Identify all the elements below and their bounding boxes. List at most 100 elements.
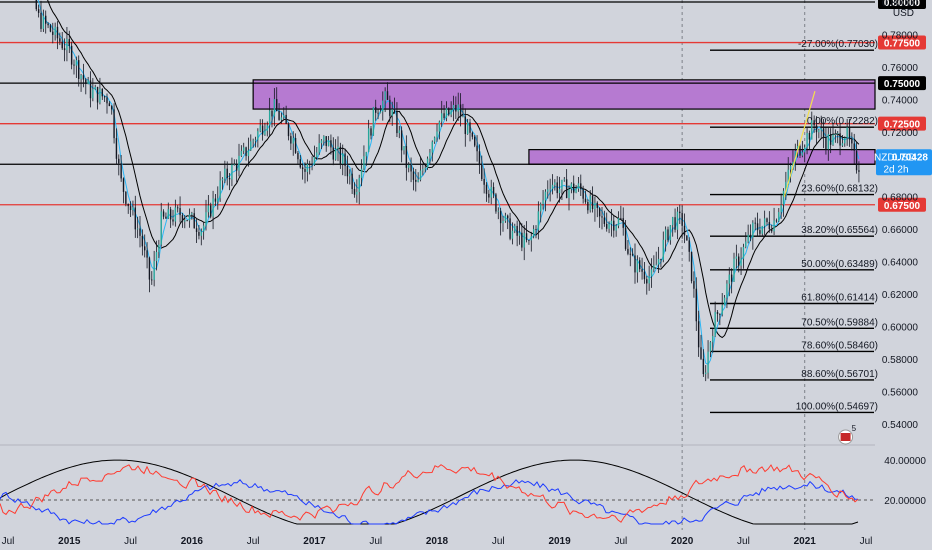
candle-body bbox=[200, 231, 202, 236]
candle-body bbox=[75, 60, 78, 66]
candle-body bbox=[525, 233, 528, 241]
candle-body bbox=[789, 165, 792, 170]
candle-body bbox=[224, 168, 226, 179]
candle bbox=[268, 97, 271, 137]
candle bbox=[528, 239, 530, 245]
candle-body bbox=[846, 127, 848, 138]
level-price-tag bbox=[878, 116, 926, 131]
candle-body bbox=[773, 220, 775, 232]
candle bbox=[714, 301, 716, 337]
candle-body bbox=[492, 186, 495, 195]
candle-body bbox=[360, 168, 363, 178]
candle-body bbox=[177, 207, 179, 209]
price-tick-label: 0.66000 bbox=[882, 225, 919, 236]
candle-body bbox=[672, 217, 674, 226]
candle bbox=[52, 22, 54, 44]
candle bbox=[415, 169, 417, 192]
candle bbox=[309, 160, 311, 175]
price-axis: 0.800000.775000.750000.725000.700000.675… bbox=[874, 0, 932, 431]
candle bbox=[554, 179, 556, 191]
candle-body bbox=[688, 240, 690, 252]
candle-body bbox=[290, 136, 292, 144]
candle bbox=[650, 258, 653, 288]
candle bbox=[763, 210, 766, 236]
candle-body bbox=[532, 229, 535, 237]
candle-body bbox=[250, 141, 252, 151]
candle-body bbox=[311, 164, 313, 166]
candle-body bbox=[540, 204, 542, 212]
candle-body bbox=[792, 161, 794, 166]
candle bbox=[780, 193, 782, 219]
candle-body bbox=[643, 271, 646, 280]
fib-label: 0.00%(0.72282) bbox=[807, 116, 878, 127]
candle bbox=[240, 145, 243, 157]
candle bbox=[445, 101, 448, 122]
fib-label: 100.00%(0.54697) bbox=[796, 401, 878, 412]
time-tick-label: 2019 bbox=[548, 536, 571, 547]
candle-body bbox=[257, 131, 259, 140]
candle-body bbox=[299, 159, 301, 168]
candle-body bbox=[858, 170, 860, 172]
candle-body bbox=[462, 116, 464, 118]
candle-body bbox=[471, 132, 474, 137]
candle bbox=[441, 100, 443, 127]
candle-body bbox=[162, 211, 165, 217]
candle-body bbox=[122, 178, 125, 192]
candle-body bbox=[313, 156, 316, 165]
candle bbox=[464, 108, 466, 147]
candle bbox=[634, 243, 636, 284]
candle-body bbox=[320, 140, 323, 144]
candle bbox=[728, 267, 730, 297]
candle bbox=[719, 313, 721, 326]
candle-body bbox=[733, 258, 735, 282]
fib-label: 78.60%(0.58460) bbox=[801, 340, 878, 351]
candle bbox=[358, 174, 360, 205]
candle bbox=[742, 243, 745, 269]
candle-body bbox=[191, 213, 193, 215]
candle-body bbox=[252, 140, 254, 142]
candle bbox=[422, 163, 424, 176]
candle-body bbox=[568, 189, 570, 198]
candle bbox=[276, 87, 278, 112]
candle-body bbox=[509, 218, 511, 239]
candle-body bbox=[370, 128, 372, 136]
candle-body bbox=[417, 179, 419, 182]
candle bbox=[332, 137, 334, 166]
candle-body bbox=[801, 152, 804, 156]
candle bbox=[391, 101, 393, 126]
candle-body bbox=[518, 232, 521, 236]
candle bbox=[664, 226, 667, 252]
candle bbox=[808, 130, 811, 150]
candle bbox=[643, 261, 646, 284]
candle-body bbox=[813, 120, 815, 126]
candle-body bbox=[778, 212, 780, 222]
candle bbox=[210, 202, 212, 219]
candle-body bbox=[68, 39, 70, 46]
candle-body bbox=[198, 231, 200, 236]
candle bbox=[356, 179, 358, 203]
candle bbox=[745, 232, 747, 249]
candle bbox=[250, 134, 252, 152]
candle bbox=[686, 235, 688, 241]
candle bbox=[389, 95, 391, 123]
candle-body bbox=[70, 45, 73, 65]
supply-demand-zones bbox=[252, 79, 876, 165]
candle-body bbox=[136, 228, 139, 230]
candle-body bbox=[608, 223, 610, 229]
level-price-tag bbox=[878, 35, 926, 50]
candle bbox=[471, 131, 474, 140]
candle bbox=[174, 199, 177, 227]
candle bbox=[707, 340, 709, 379]
candle bbox=[620, 205, 622, 220]
candle-body bbox=[702, 358, 705, 375]
candle-body bbox=[297, 152, 299, 160]
candle-body bbox=[103, 96, 106, 98]
candle bbox=[544, 189, 547, 212]
candle bbox=[474, 134, 476, 148]
candle bbox=[516, 220, 518, 247]
candle-body bbox=[325, 136, 327, 146]
candle bbox=[318, 134, 320, 156]
candle bbox=[662, 231, 664, 263]
candle bbox=[730, 268, 733, 294]
candle bbox=[384, 87, 386, 113]
